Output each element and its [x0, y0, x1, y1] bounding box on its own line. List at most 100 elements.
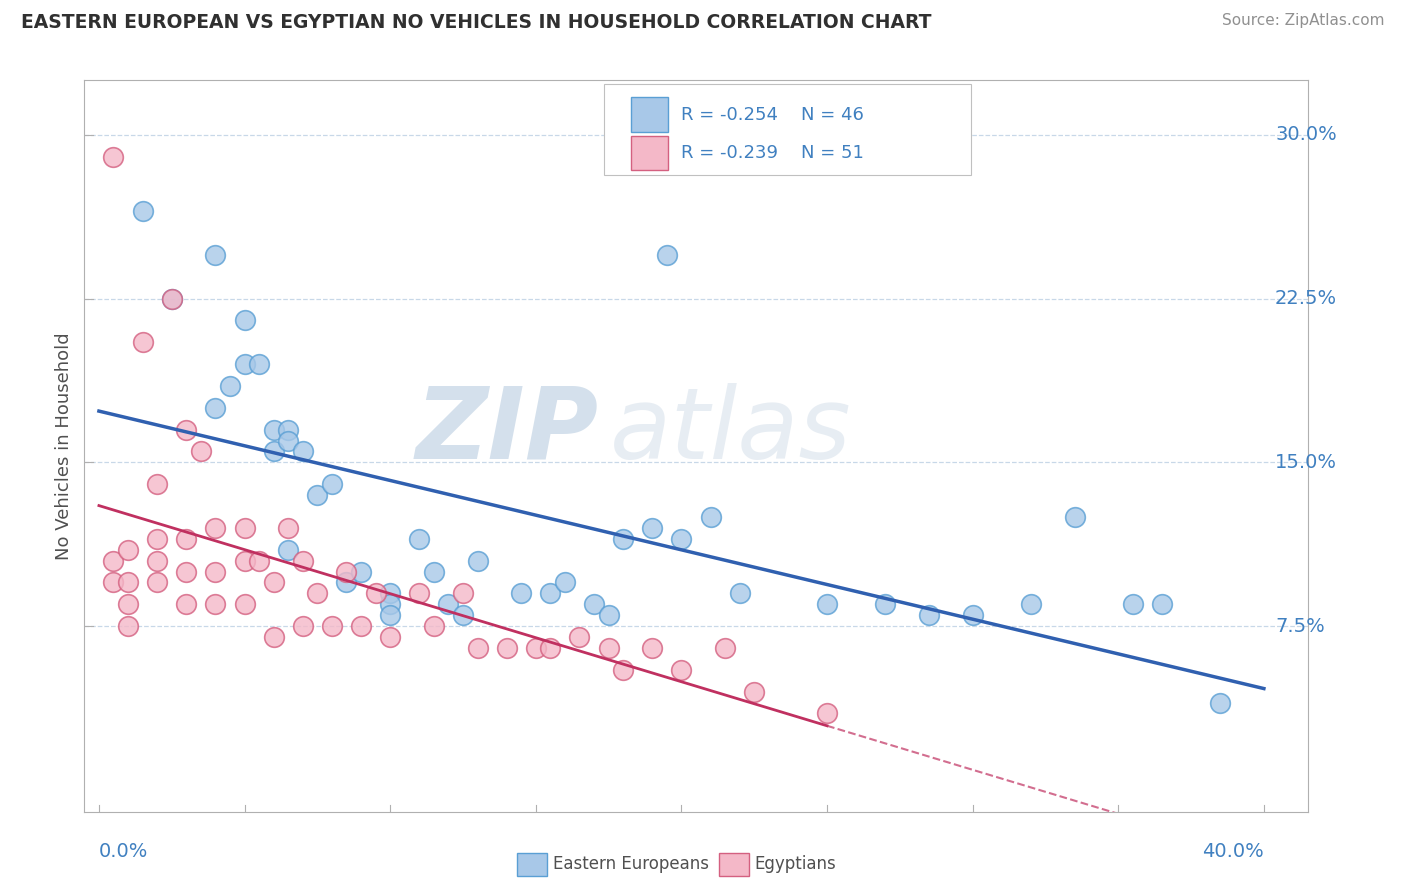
Point — [103, 554, 125, 568]
Point — [335, 565, 357, 579]
Point — [190, 444, 212, 458]
Point — [742, 684, 765, 698]
FancyBboxPatch shape — [631, 136, 668, 170]
Point — [233, 521, 256, 535]
Point — [380, 630, 402, 644]
Point — [277, 434, 299, 448]
Point — [380, 608, 402, 623]
Point — [1122, 597, 1144, 611]
Point — [174, 423, 197, 437]
Point — [671, 532, 693, 546]
Point — [350, 565, 373, 579]
Point — [641, 521, 664, 535]
Point — [277, 423, 299, 437]
Point — [277, 542, 299, 557]
Point — [103, 150, 125, 164]
Text: Source: ZipAtlas.com: Source: ZipAtlas.com — [1222, 13, 1385, 29]
Point — [174, 532, 197, 546]
Point — [160, 292, 183, 306]
Point — [117, 597, 139, 611]
Point — [131, 204, 153, 219]
Point — [815, 597, 838, 611]
Point — [291, 444, 314, 458]
Text: 22.5%: 22.5% — [1275, 289, 1337, 308]
Point — [598, 640, 620, 655]
Point — [291, 619, 314, 633]
Point — [103, 575, 125, 590]
FancyBboxPatch shape — [605, 84, 972, 176]
Point — [307, 488, 329, 502]
Point — [510, 586, 533, 600]
Point — [538, 640, 561, 655]
Point — [146, 554, 169, 568]
Point — [671, 663, 693, 677]
Point — [583, 597, 606, 611]
Point — [875, 597, 897, 611]
Point — [247, 554, 270, 568]
Text: Egyptians: Egyptians — [755, 855, 837, 873]
Point — [568, 630, 591, 644]
Text: atlas: atlas — [610, 383, 852, 480]
Point — [1209, 696, 1232, 710]
Point — [423, 619, 446, 633]
Point — [962, 608, 984, 623]
Point — [815, 706, 838, 721]
Point — [714, 640, 737, 655]
Text: Eastern Europeans: Eastern Europeans — [553, 855, 709, 873]
Point — [918, 608, 941, 623]
Point — [174, 565, 197, 579]
Point — [247, 357, 270, 371]
Point — [364, 586, 387, 600]
Point — [291, 554, 314, 568]
Point — [146, 532, 169, 546]
Text: 15.0%: 15.0% — [1275, 453, 1337, 472]
Text: EASTERN EUROPEAN VS EGYPTIAN NO VEHICLES IN HOUSEHOLD CORRELATION CHART: EASTERN EUROPEAN VS EGYPTIAN NO VEHICLES… — [21, 13, 932, 32]
Point — [1019, 597, 1042, 611]
Point — [321, 619, 343, 633]
Point — [408, 586, 430, 600]
Point — [117, 619, 139, 633]
Point — [263, 423, 285, 437]
Point — [263, 630, 285, 644]
Point — [219, 379, 242, 393]
Point — [598, 608, 620, 623]
Text: ZIP: ZIP — [415, 383, 598, 480]
Point — [350, 619, 373, 633]
Point — [204, 248, 226, 262]
Point — [612, 663, 634, 677]
Point — [335, 575, 357, 590]
Text: R = -0.254    N = 46: R = -0.254 N = 46 — [682, 105, 865, 123]
Point — [467, 554, 489, 568]
Point — [380, 597, 402, 611]
Point — [408, 532, 430, 546]
Y-axis label: No Vehicles in Household: No Vehicles in Household — [55, 332, 73, 560]
Text: R = -0.239    N = 51: R = -0.239 N = 51 — [682, 145, 865, 162]
Point — [174, 597, 197, 611]
Point — [204, 521, 226, 535]
Point — [1150, 597, 1173, 611]
Point — [233, 597, 256, 611]
Point — [263, 444, 285, 458]
Point — [451, 608, 474, 623]
Point — [233, 313, 256, 327]
Point — [263, 575, 285, 590]
Point — [117, 542, 139, 557]
Text: 7.5%: 7.5% — [1275, 616, 1324, 636]
Point — [467, 640, 489, 655]
Point — [554, 575, 576, 590]
Point — [423, 565, 446, 579]
Point — [612, 532, 634, 546]
Point — [204, 401, 226, 415]
Point — [538, 586, 561, 600]
Point — [321, 477, 343, 491]
Point — [204, 597, 226, 611]
Point — [277, 521, 299, 535]
FancyBboxPatch shape — [517, 853, 547, 876]
Point — [1063, 510, 1085, 524]
Point — [524, 640, 547, 655]
Point — [307, 586, 329, 600]
Point — [146, 575, 169, 590]
Text: 0.0%: 0.0% — [98, 842, 148, 862]
Point — [160, 292, 183, 306]
Point — [380, 586, 402, 600]
